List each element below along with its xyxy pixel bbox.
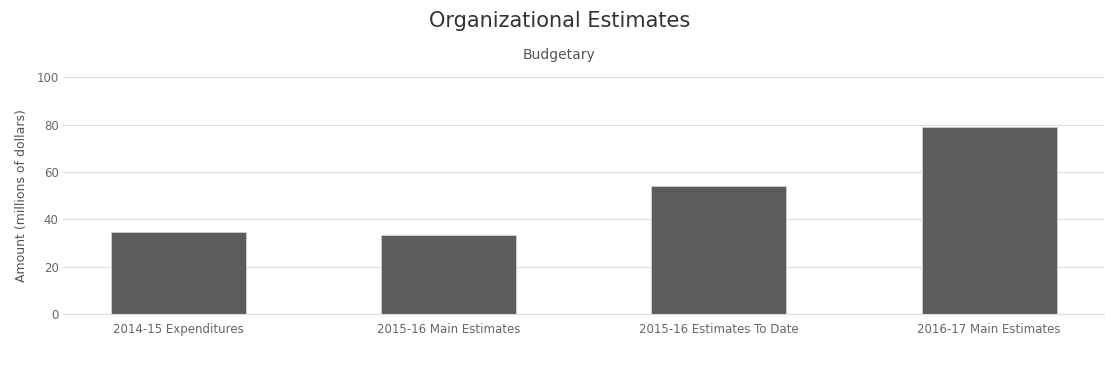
Text: Organizational Estimates: Organizational Estimates [429,11,690,31]
Text: Budgetary: Budgetary [523,48,596,62]
Bar [111,232,246,314]
Bar [922,127,1056,314]
Y-axis label: Amount (millions of dollars): Amount (millions of dollars) [15,109,28,282]
Bar [380,235,516,314]
Bar [651,186,787,314]
